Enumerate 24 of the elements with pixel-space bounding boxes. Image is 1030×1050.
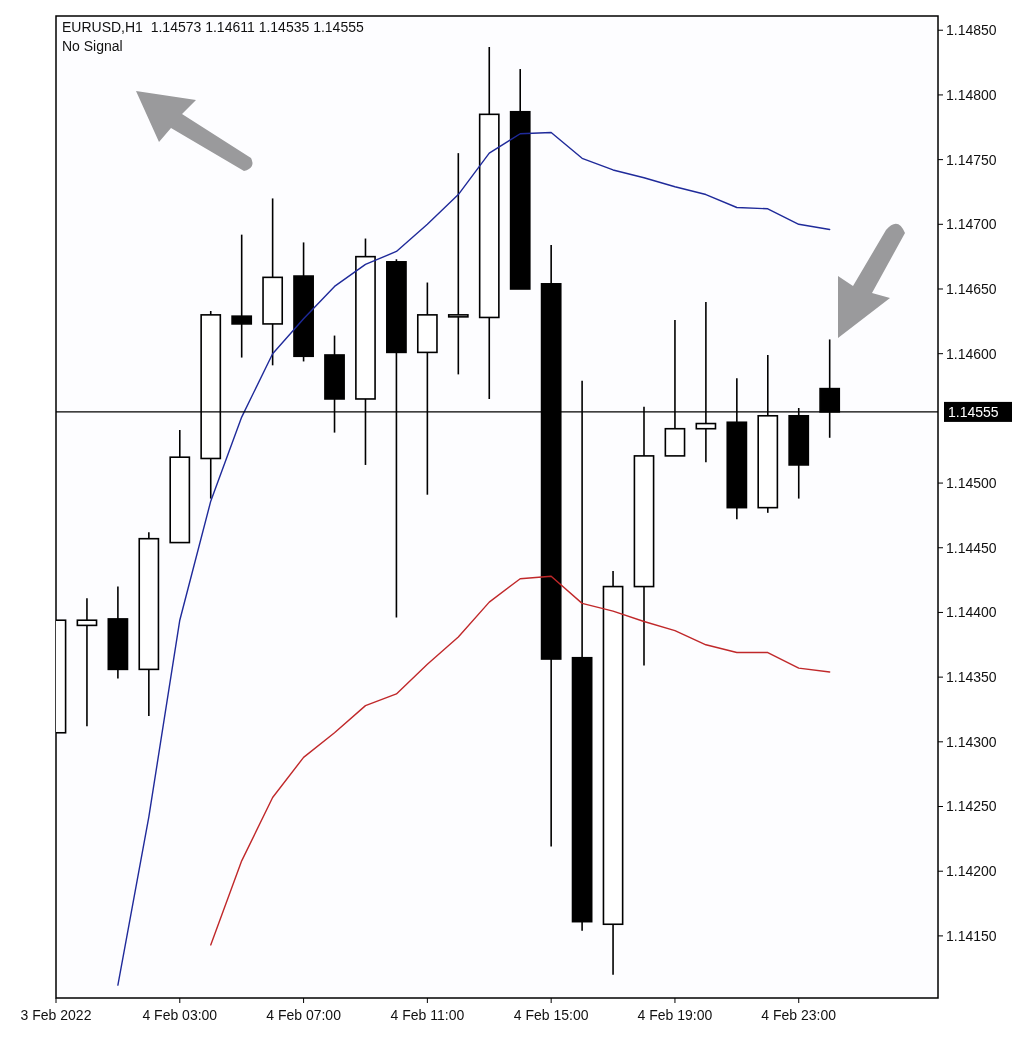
x-tick-label: 4 Feb 07:00 bbox=[266, 1007, 342, 1023]
x-tick-label: 4 Feb 03:00 bbox=[142, 1007, 218, 1023]
y-tick-label: 1.14600 bbox=[946, 345, 997, 362]
y-tick-label: 1.14150 bbox=[946, 927, 997, 944]
y-tick-label: 1.14200 bbox=[946, 863, 997, 880]
y-tick-label: 1.14650 bbox=[946, 280, 997, 297]
y-tick-label: 1.14400 bbox=[946, 604, 997, 621]
y-tick-label: 1.14500 bbox=[946, 474, 997, 491]
x-tick-label: 3 Feb 2022 bbox=[20, 1007, 92, 1023]
x-tick-label: 4 Feb 15:00 bbox=[513, 1007, 589, 1023]
y-tick-label: 1.14450 bbox=[946, 539, 997, 556]
x-tick-label: 4 Feb 23:00 bbox=[761, 1007, 837, 1023]
y-tick-label: 1.14850 bbox=[946, 22, 997, 39]
y-tick-label: 1.14300 bbox=[946, 733, 997, 750]
x-tick-label: 4 Feb 19:00 bbox=[637, 1007, 713, 1023]
text: No Signal bbox=[62, 38, 123, 54]
y-tick-label: 1.14350 bbox=[946, 669, 997, 686]
x-tick-label: 4 Feb 11:00 bbox=[390, 1007, 465, 1023]
ref-line-label: 1.14555 bbox=[948, 403, 999, 420]
y-tick-label: 1.14800 bbox=[946, 86, 997, 103]
y-tick-label: 1.14750 bbox=[946, 151, 997, 168]
y-tick-label: 1.14700 bbox=[946, 216, 997, 233]
y-tick-label: 1.14250 bbox=[946, 798, 997, 815]
chart-title: EURUSD,H1 1.14573 1.14611 1.14535 1.14555 bbox=[62, 19, 364, 35]
